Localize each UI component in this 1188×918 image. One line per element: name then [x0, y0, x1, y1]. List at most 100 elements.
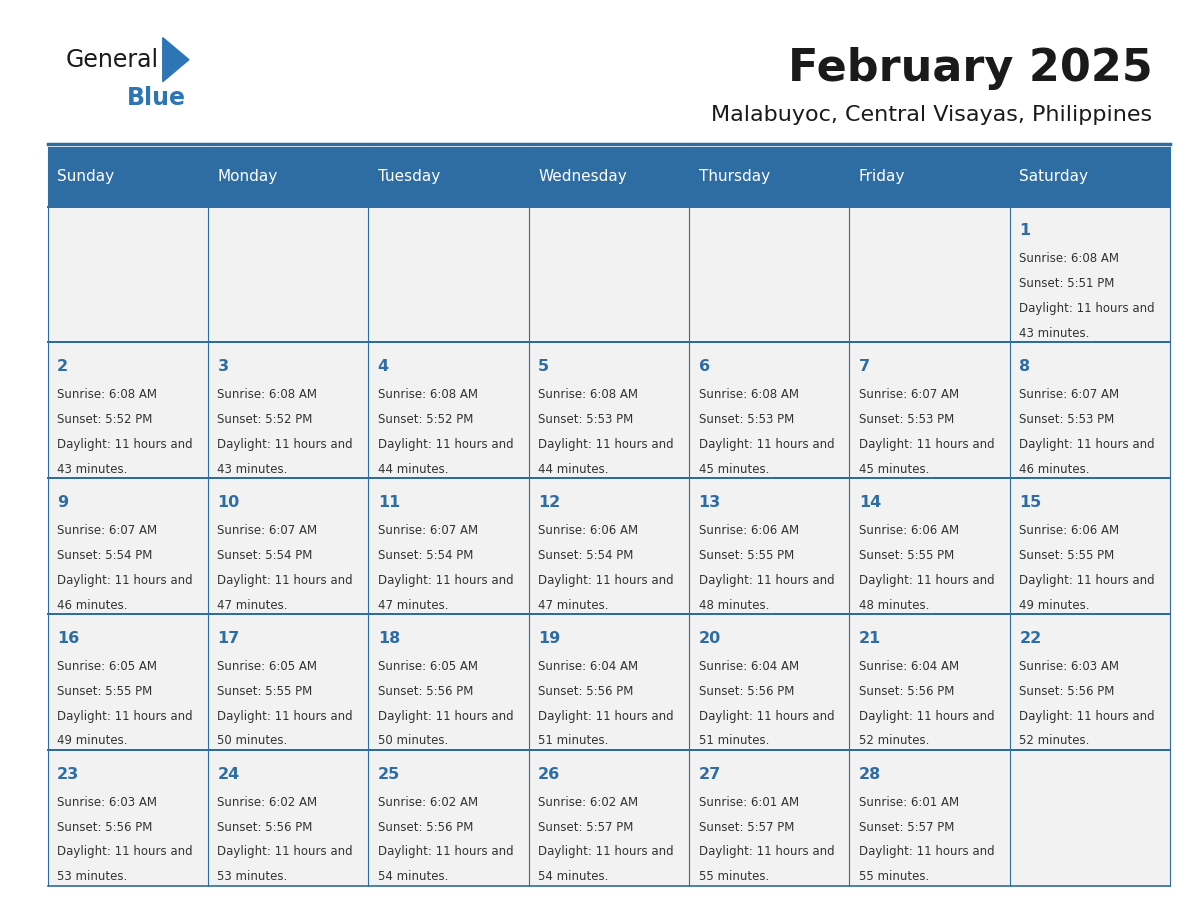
Text: Sunset: 5:52 PM: Sunset: 5:52 PM	[57, 413, 152, 426]
Text: 3: 3	[217, 359, 228, 374]
Text: Daylight: 11 hours and: Daylight: 11 hours and	[538, 710, 674, 722]
Text: February 2025: February 2025	[788, 48, 1152, 90]
Bar	[849, 207, 1010, 342]
Text: 45 minutes.: 45 minutes.	[699, 463, 769, 476]
Text: Daylight: 11 hours and: Daylight: 11 hours and	[57, 574, 192, 587]
Text: Sunrise: 6:06 AM: Sunrise: 6:06 AM	[1019, 524, 1119, 537]
Bar	[48, 342, 208, 478]
Text: Sunset: 5:57 PM: Sunset: 5:57 PM	[699, 821, 794, 834]
Text: Sunset: 5:56 PM: Sunset: 5:56 PM	[217, 821, 312, 834]
Bar	[689, 614, 849, 750]
Text: 54 minutes.: 54 minutes.	[538, 870, 608, 883]
Text: Sunrise: 6:05 AM: Sunrise: 6:05 AM	[378, 660, 478, 673]
Text: Sunrise: 6:06 AM: Sunrise: 6:06 AM	[699, 524, 798, 537]
Text: 50 minutes.: 50 minutes.	[217, 734, 287, 747]
Bar	[48, 478, 208, 614]
Text: Sunrise: 6:04 AM: Sunrise: 6:04 AM	[859, 660, 959, 673]
Text: Thursday: Thursday	[699, 169, 770, 185]
Text: Sunrise: 6:05 AM: Sunrise: 6:05 AM	[57, 660, 157, 673]
Text: Sunset: 5:56 PM: Sunset: 5:56 PM	[378, 821, 473, 834]
Text: Daylight: 11 hours and: Daylight: 11 hours and	[859, 438, 994, 451]
Text: 55 minutes.: 55 minutes.	[859, 870, 929, 883]
Text: Sunset: 5:55 PM: Sunset: 5:55 PM	[699, 549, 794, 562]
Text: Daylight: 11 hours and: Daylight: 11 hours and	[859, 574, 994, 587]
Text: Sunrise: 6:02 AM: Sunrise: 6:02 AM	[378, 796, 478, 809]
Text: Sunrise: 6:07 AM: Sunrise: 6:07 AM	[217, 524, 317, 537]
Text: Sunset: 5:54 PM: Sunset: 5:54 PM	[57, 549, 152, 562]
Text: Sunset: 5:56 PM: Sunset: 5:56 PM	[859, 685, 954, 698]
Bar	[48, 207, 208, 342]
Text: 51 minutes.: 51 minutes.	[699, 734, 769, 747]
Text: 20: 20	[699, 631, 721, 645]
Text: Daylight: 11 hours and: Daylight: 11 hours and	[217, 574, 353, 587]
Text: 9: 9	[57, 495, 68, 509]
Text: Sunset: 5:54 PM: Sunset: 5:54 PM	[378, 549, 473, 562]
Text: Daylight: 11 hours and: Daylight: 11 hours and	[217, 710, 353, 722]
Text: Wednesday: Wednesday	[538, 169, 627, 185]
Text: 21: 21	[859, 631, 881, 645]
Text: Daylight: 11 hours and: Daylight: 11 hours and	[1019, 438, 1155, 451]
Polygon shape	[163, 38, 189, 82]
Text: Sunrise: 6:04 AM: Sunrise: 6:04 AM	[699, 660, 798, 673]
Text: Daylight: 11 hours and: Daylight: 11 hours and	[1019, 574, 1155, 587]
Text: Sunset: 5:56 PM: Sunset: 5:56 PM	[538, 685, 633, 698]
Text: 45 minutes.: 45 minutes.	[859, 463, 929, 476]
Text: 8: 8	[1019, 359, 1030, 374]
Text: 23: 23	[57, 767, 80, 781]
Text: Daylight: 11 hours and: Daylight: 11 hours and	[538, 845, 674, 858]
Bar	[1010, 342, 1170, 478]
Text: Sunrise: 6:07 AM: Sunrise: 6:07 AM	[57, 524, 157, 537]
Text: 19: 19	[538, 631, 561, 645]
Text: 51 minutes.: 51 minutes.	[538, 734, 608, 747]
Text: 44 minutes.: 44 minutes.	[538, 463, 608, 476]
Text: Sunrise: 6:01 AM: Sunrise: 6:01 AM	[699, 796, 798, 809]
Text: 6: 6	[699, 359, 709, 374]
Text: Sunset: 5:54 PM: Sunset: 5:54 PM	[217, 549, 312, 562]
Text: Sunrise: 6:01 AM: Sunrise: 6:01 AM	[859, 796, 959, 809]
Text: 44 minutes.: 44 minutes.	[378, 463, 448, 476]
Text: Daylight: 11 hours and: Daylight: 11 hours and	[1019, 710, 1155, 722]
Text: Sunrise: 6:05 AM: Sunrise: 6:05 AM	[217, 660, 317, 673]
Text: Sunset: 5:57 PM: Sunset: 5:57 PM	[538, 821, 633, 834]
Text: Friday: Friday	[859, 169, 905, 185]
Text: 2: 2	[57, 359, 68, 374]
Text: 28: 28	[859, 767, 881, 781]
Text: 47 minutes.: 47 minutes.	[378, 599, 448, 611]
Text: 47 minutes.: 47 minutes.	[217, 599, 287, 611]
Text: Sunrise: 6:02 AM: Sunrise: 6:02 AM	[538, 796, 638, 809]
Text: Sunset: 5:55 PM: Sunset: 5:55 PM	[859, 549, 954, 562]
Text: 43 minutes.: 43 minutes.	[217, 463, 287, 476]
Text: 26: 26	[538, 767, 561, 781]
Text: Daylight: 11 hours and: Daylight: 11 hours and	[57, 845, 192, 858]
Text: 52 minutes.: 52 minutes.	[1019, 734, 1089, 747]
Text: 48 minutes.: 48 minutes.	[699, 599, 769, 611]
Bar	[689, 207, 849, 342]
Bar	[1010, 750, 1170, 886]
Text: Sunrise: 6:08 AM: Sunrise: 6:08 AM	[538, 388, 638, 401]
Bar	[689, 750, 849, 886]
Bar	[368, 750, 529, 886]
Bar	[849, 478, 1010, 614]
Bar	[529, 750, 689, 886]
Bar	[208, 478, 368, 614]
Text: 7: 7	[859, 359, 870, 374]
Text: Sunrise: 6:02 AM: Sunrise: 6:02 AM	[217, 796, 317, 809]
Text: 50 minutes.: 50 minutes.	[378, 734, 448, 747]
Text: 11: 11	[378, 495, 400, 509]
Text: Sunrise: 6:08 AM: Sunrise: 6:08 AM	[699, 388, 798, 401]
Text: Sunrise: 6:08 AM: Sunrise: 6:08 AM	[217, 388, 317, 401]
Text: Daylight: 11 hours and: Daylight: 11 hours and	[378, 438, 513, 451]
Bar	[368, 342, 529, 478]
Bar	[1010, 614, 1170, 750]
Text: Daylight: 11 hours and: Daylight: 11 hours and	[859, 845, 994, 858]
Text: 15: 15	[1019, 495, 1042, 509]
Text: Daylight: 11 hours and: Daylight: 11 hours and	[378, 845, 513, 858]
Text: 43 minutes.: 43 minutes.	[57, 463, 127, 476]
Text: Daylight: 11 hours and: Daylight: 11 hours and	[699, 845, 834, 858]
Text: Monday: Monday	[217, 169, 278, 185]
Text: Sunset: 5:56 PM: Sunset: 5:56 PM	[699, 685, 794, 698]
Text: Tuesday: Tuesday	[378, 169, 440, 185]
Bar	[1010, 478, 1170, 614]
Text: 4: 4	[378, 359, 388, 374]
Text: Malabuyoc, Central Visayas, Philippines: Malabuyoc, Central Visayas, Philippines	[712, 105, 1152, 125]
